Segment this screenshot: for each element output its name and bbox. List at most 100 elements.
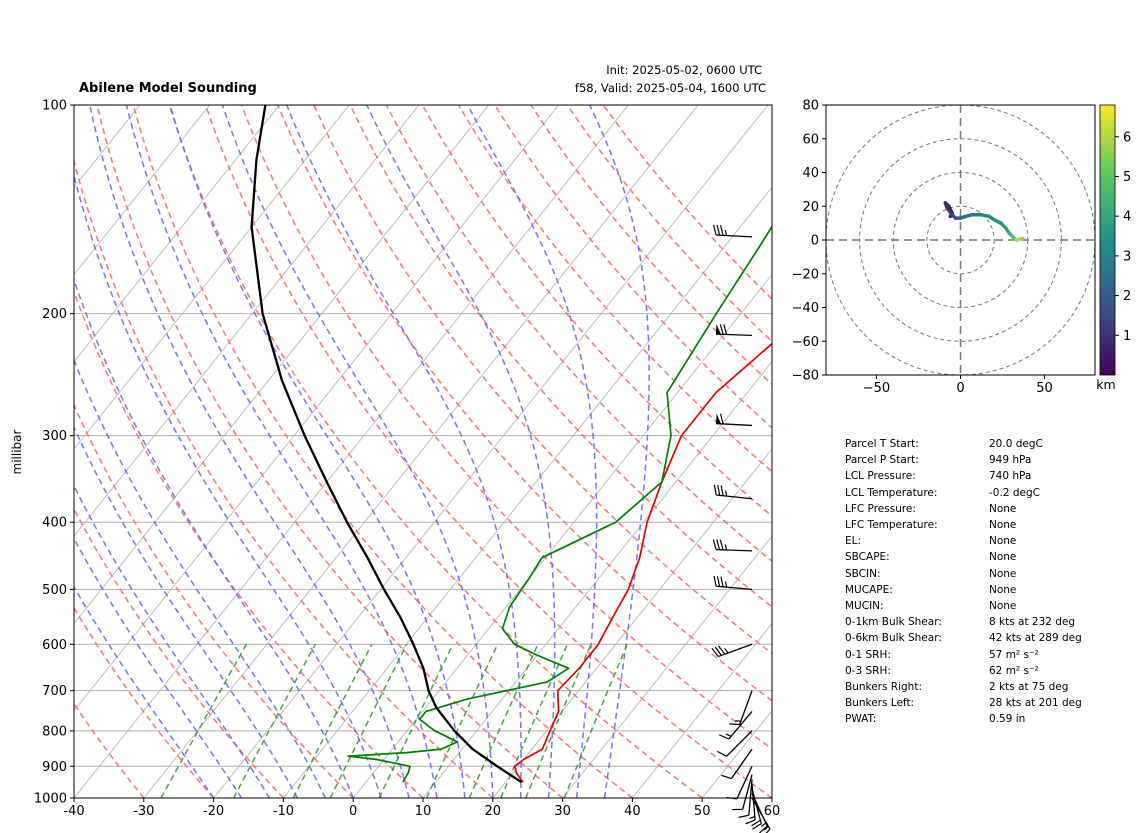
mixing-ratio-line (525, 643, 592, 798)
wind-barb (729, 690, 753, 726)
barb-shaft (717, 643, 753, 658)
x-tick-label: 50 (694, 804, 711, 819)
barb-feather (719, 413, 724, 425)
colorbar (1099, 104, 1116, 376)
barb-shaft (716, 234, 753, 238)
stat-row: LFC Pressure: None (845, 501, 1082, 517)
barb-feather (719, 539, 724, 551)
dry-adiabat (313, 105, 772, 655)
y-tick-label: 400 (42, 516, 67, 531)
stat-label: MUCAPE: (845, 583, 893, 596)
wind-barb (726, 766, 753, 800)
stat-row: EL: None (845, 533, 1082, 549)
barb-feather (714, 646, 722, 656)
moist-adiabat (366, 105, 556, 798)
wind-barb (715, 324, 753, 337)
stat-value: None (989, 583, 1017, 596)
stat-value: 57 m² s⁻² (989, 648, 1039, 661)
y-tick-label: 100 (42, 99, 67, 114)
hodograph-plot: −50 0 50 80 60 40 20 0 −20 −40 −60 −80 1 2 3 4 5 6 km (792, 99, 1132, 397)
barb-feather (716, 224, 721, 236)
x-tick-label: 0 (349, 804, 357, 819)
barb-feather (720, 485, 724, 496)
moist-adiabat (466, 105, 598, 798)
barb-half-feather (749, 815, 756, 820)
barb-half-feather (724, 229, 728, 236)
wind-barb (713, 484, 753, 500)
stat-label: PWAT: (845, 713, 877, 726)
barb-feather (729, 723, 740, 726)
moist-adiabat (74, 585, 215, 798)
y-tick-label: 800 (42, 724, 67, 739)
dry-adiabat (74, 606, 215, 798)
stat-label: LCL Pressure: (845, 470, 916, 483)
wind-barb (712, 224, 753, 238)
mixing-ratio-line (425, 643, 499, 798)
skew-t-plot: -40 -30 -20 -10 0 10 20 30 40 50 60 100 200 300 400 500… (34, 99, 780, 833)
barb-shaft (736, 766, 753, 800)
barb-feather (759, 825, 768, 833)
hodo-x-tick-label: 0 (956, 381, 964, 396)
mixing-ratio-line (292, 643, 373, 798)
stat-label: LFC Pressure: (845, 502, 916, 515)
barb-feather (723, 324, 728, 335)
barb-feather (716, 539, 721, 550)
x-tick-label: -40 (63, 804, 84, 819)
dry-adiabat (494, 105, 772, 429)
barb-shaft (728, 710, 753, 740)
moist-adiabat (221, 105, 494, 798)
y-tick-label: 900 (42, 760, 67, 775)
y-tick-label: 500 (42, 583, 67, 598)
stat-row: 0-3 SRH: 62 m² s⁻² (845, 663, 1082, 679)
stat-row: LCL Temperature: -0.2 degC (845, 485, 1082, 501)
init-time: Init: 2025-05-02, 0600 UTC (606, 63, 762, 77)
stat-value: 2 kts at 75 deg (989, 681, 1069, 694)
stat-value: 0.59 in (989, 713, 1026, 726)
hodo-x-tick-label: 50 (1036, 381, 1053, 396)
isotherm-line (143, 105, 699, 798)
stat-value: None (989, 567, 1017, 580)
isotherm-line (74, 105, 420, 537)
barb-feather (713, 575, 717, 587)
stat-row: Bunkers Right: 2 kts at 75 deg (845, 679, 1082, 695)
hodograph-ring (926, 205, 995, 275)
wind-barb (716, 413, 753, 427)
stat-row: Parcel T Start: 20.0 degC (845, 436, 1082, 452)
barb-half-feather (763, 825, 769, 831)
moist-adiabat (74, 484, 271, 798)
mixing-ratio-line (329, 643, 408, 798)
dry-adiabat (204, 105, 772, 798)
stat-value: 949 hPa (989, 454, 1032, 467)
moist-adiabat (74, 277, 354, 798)
moist-adiabat (74, 358, 326, 798)
colorbar-tick-label: 6 (1123, 130, 1131, 145)
wind-barb (738, 779, 753, 818)
stat-row: PWAT: 0.59 in (845, 711, 1082, 727)
colorbar-tick-label: 1 (1123, 329, 1131, 344)
mixing-ratio-line (500, 643, 569, 798)
dry-adiabat (168, 105, 703, 798)
colorbar-label: km (1096, 377, 1115, 392)
barb-feather (719, 225, 724, 236)
stat-label: Bunkers Left: (845, 697, 915, 710)
moist-adiabat (169, 105, 466, 798)
stat-label: Parcel T Start: (845, 438, 919, 450)
stat-value: None (989, 502, 1017, 515)
wind-barb (719, 710, 753, 740)
stat-value: 740 hPa (989, 470, 1032, 483)
stat-label: LFC Temperature: (845, 519, 938, 532)
hodograph-segment (1014, 236, 1025, 242)
wind-barb (717, 730, 753, 757)
stat-row: Parcel P Start: 949 hPa (845, 452, 1082, 468)
isotherm-line (632, 622, 772, 798)
x-tick-label: -20 (203, 804, 224, 819)
stat-value: None (989, 535, 1017, 548)
chart-title: Abilene Model Sounding (79, 81, 257, 96)
isotherm-line (74, 105, 210, 276)
stat-row: 0-6km Bulk Shear: 42 kts at 289 deg (845, 630, 1082, 646)
x-tick-label: -10 (273, 804, 294, 819)
hodo-y-tick-label: 60 (802, 132, 819, 147)
barb-shaft (730, 748, 753, 779)
barb-shaft (742, 774, 753, 810)
barb-half-feather (724, 544, 728, 551)
